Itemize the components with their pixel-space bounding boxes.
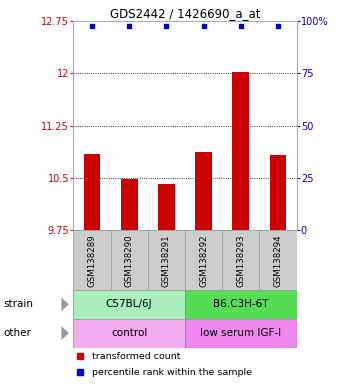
Text: percentile rank within the sample: percentile rank within the sample bbox=[92, 367, 252, 377]
Polygon shape bbox=[61, 326, 69, 340]
Bar bbox=[73, 319, 185, 348]
Text: GSM138293: GSM138293 bbox=[236, 235, 245, 287]
Polygon shape bbox=[61, 298, 69, 311]
Bar bbox=[73, 290, 185, 319]
Bar bbox=[270, 155, 286, 230]
Bar bbox=[233, 72, 249, 230]
Text: C57BL/6J: C57BL/6J bbox=[106, 299, 152, 310]
Title: GDS2442 / 1426690_a_at: GDS2442 / 1426690_a_at bbox=[110, 7, 260, 20]
Bar bbox=[260, 230, 297, 290]
Bar bbox=[195, 152, 212, 230]
Bar bbox=[185, 230, 222, 290]
Text: low serum IGF-I: low serum IGF-I bbox=[200, 328, 281, 338]
Bar bbox=[158, 184, 175, 230]
Bar bbox=[73, 230, 110, 290]
Text: B6.C3H-6T: B6.C3H-6T bbox=[213, 299, 269, 310]
Text: GSM138290: GSM138290 bbox=[125, 235, 134, 287]
Text: GSM138291: GSM138291 bbox=[162, 235, 171, 287]
Text: control: control bbox=[111, 328, 147, 338]
Bar bbox=[84, 154, 100, 230]
Bar bbox=[148, 230, 185, 290]
Bar bbox=[222, 230, 260, 290]
Text: GSM138294: GSM138294 bbox=[273, 235, 283, 287]
Bar bbox=[185, 290, 297, 319]
Text: other: other bbox=[3, 328, 31, 338]
Text: strain: strain bbox=[3, 299, 33, 310]
Text: transformed count: transformed count bbox=[92, 352, 181, 361]
Text: GSM138292: GSM138292 bbox=[199, 235, 208, 287]
Bar bbox=[185, 319, 297, 348]
Text: GSM138289: GSM138289 bbox=[87, 235, 97, 287]
Bar bbox=[121, 179, 137, 230]
Bar bbox=[110, 230, 148, 290]
